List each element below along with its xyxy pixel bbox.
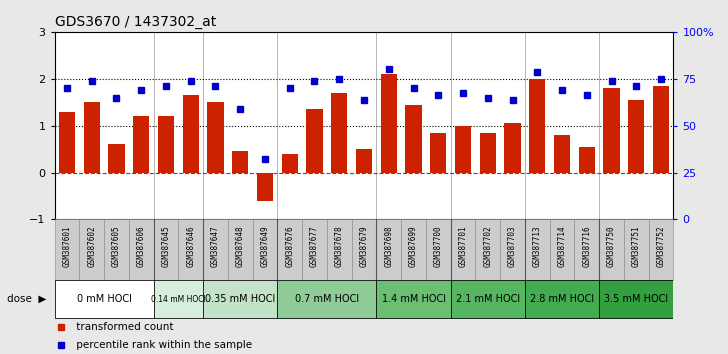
Text: 0.7 mM HOCl: 0.7 mM HOCl xyxy=(295,294,359,304)
Bar xyxy=(84,102,100,172)
Bar xyxy=(653,86,669,172)
Text: GSM387645: GSM387645 xyxy=(162,225,170,267)
Text: GSM387752: GSM387752 xyxy=(657,225,665,267)
Bar xyxy=(500,219,525,280)
Text: GSM387714: GSM387714 xyxy=(558,225,566,267)
Text: GSM387649: GSM387649 xyxy=(261,225,269,267)
Text: GSM387605: GSM387605 xyxy=(112,225,121,267)
Text: GSM387716: GSM387716 xyxy=(582,225,591,267)
Bar xyxy=(599,280,673,318)
Text: GSM387699: GSM387699 xyxy=(409,225,418,267)
Bar xyxy=(158,116,174,172)
Bar xyxy=(232,152,248,172)
Text: GSM387647: GSM387647 xyxy=(211,225,220,267)
Text: transformed count: transformed count xyxy=(73,322,174,332)
Text: GSM387602: GSM387602 xyxy=(87,225,96,267)
Bar xyxy=(505,123,521,172)
Text: GSM387750: GSM387750 xyxy=(607,225,616,267)
Bar xyxy=(376,280,451,318)
Bar xyxy=(129,219,154,280)
Bar xyxy=(649,219,673,280)
Bar xyxy=(554,135,570,172)
Text: GSM387702: GSM387702 xyxy=(483,225,492,267)
Text: percentile rank within the sample: percentile rank within the sample xyxy=(73,340,253,350)
Bar xyxy=(430,133,446,172)
Text: 0.35 mM HOCl: 0.35 mM HOCl xyxy=(205,294,275,304)
Text: GSM387703: GSM387703 xyxy=(508,225,517,267)
Bar xyxy=(306,109,323,172)
Bar xyxy=(203,280,277,318)
Text: GSM387677: GSM387677 xyxy=(310,225,319,267)
Text: 1.4 mM HOCl: 1.4 mM HOCl xyxy=(381,294,446,304)
Bar xyxy=(55,219,79,280)
Bar xyxy=(405,104,422,172)
Bar xyxy=(79,219,104,280)
Bar xyxy=(628,100,644,172)
Text: GSM387751: GSM387751 xyxy=(632,225,641,267)
Bar xyxy=(550,219,574,280)
Bar xyxy=(108,144,124,172)
Text: GSM387679: GSM387679 xyxy=(360,225,368,267)
Bar xyxy=(451,280,525,318)
Bar xyxy=(426,219,451,280)
Text: GDS3670 / 1437302_at: GDS3670 / 1437302_at xyxy=(55,16,215,29)
Bar xyxy=(525,280,599,318)
Bar xyxy=(352,219,376,280)
Text: 2.1 mM HOCl: 2.1 mM HOCl xyxy=(456,294,520,304)
Text: GSM387700: GSM387700 xyxy=(434,225,443,267)
Bar xyxy=(401,219,426,280)
Bar xyxy=(604,88,620,172)
Bar xyxy=(525,219,550,280)
Text: 0.14 mM HOCl: 0.14 mM HOCl xyxy=(151,295,206,304)
Text: 3.5 mM HOCl: 3.5 mM HOCl xyxy=(604,294,668,304)
Bar xyxy=(579,147,595,172)
Bar xyxy=(133,116,149,172)
Bar xyxy=(154,280,203,318)
Bar xyxy=(228,219,253,280)
Text: GSM387676: GSM387676 xyxy=(285,225,294,267)
Bar xyxy=(381,74,397,172)
Bar xyxy=(178,219,203,280)
Bar xyxy=(282,154,298,172)
Bar xyxy=(475,219,500,280)
Text: GSM387601: GSM387601 xyxy=(63,225,71,267)
Bar xyxy=(302,219,327,280)
Text: dose  ▶: dose ▶ xyxy=(7,294,47,304)
Bar xyxy=(104,219,129,280)
Text: 0 mM HOCl: 0 mM HOCl xyxy=(76,294,132,304)
Text: GSM387678: GSM387678 xyxy=(335,225,344,267)
Text: GSM387698: GSM387698 xyxy=(384,225,393,267)
Text: GSM387713: GSM387713 xyxy=(533,225,542,267)
Bar xyxy=(480,133,496,172)
Bar xyxy=(331,93,347,172)
Bar xyxy=(55,280,154,318)
Bar xyxy=(376,219,401,280)
Bar xyxy=(154,219,178,280)
Bar xyxy=(455,126,471,172)
Bar xyxy=(183,95,199,172)
Bar xyxy=(574,219,599,280)
Text: GSM387606: GSM387606 xyxy=(137,225,146,267)
Bar xyxy=(277,280,376,318)
Bar xyxy=(203,219,228,280)
Bar xyxy=(207,102,223,172)
Bar xyxy=(327,219,352,280)
Text: GSM387701: GSM387701 xyxy=(459,225,467,267)
Text: 2.8 mM HOCl: 2.8 mM HOCl xyxy=(530,294,594,304)
Bar xyxy=(257,172,273,201)
Text: GSM387646: GSM387646 xyxy=(186,225,195,267)
Bar xyxy=(451,219,475,280)
Bar xyxy=(529,79,545,172)
Bar xyxy=(356,149,372,172)
Bar xyxy=(59,112,75,172)
Bar xyxy=(624,219,649,280)
Bar xyxy=(253,219,277,280)
Bar xyxy=(599,219,624,280)
Text: GSM387648: GSM387648 xyxy=(236,225,245,267)
Bar xyxy=(277,219,302,280)
